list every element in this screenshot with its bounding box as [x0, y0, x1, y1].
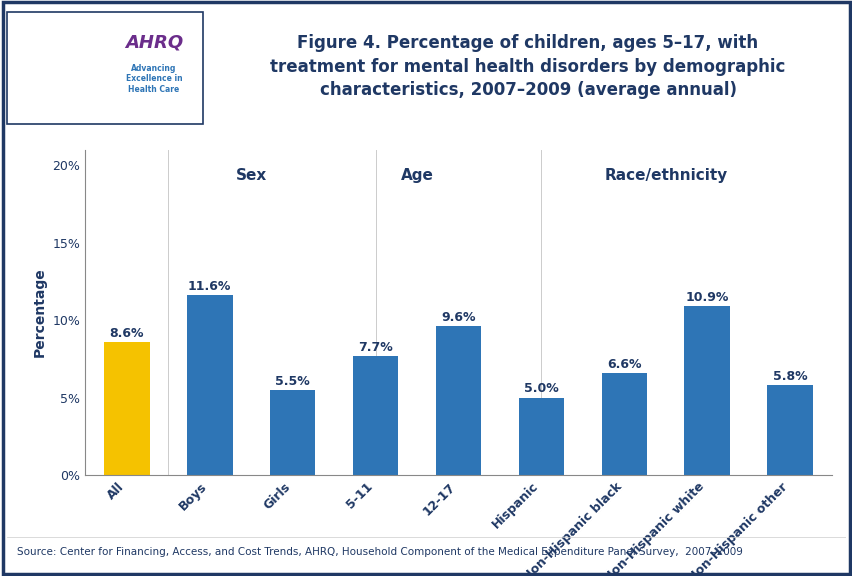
Bar [518, 397, 563, 475]
Text: AHRQ: AHRQ [124, 34, 183, 52]
Bar [104, 342, 149, 475]
Text: 11.6%: 11.6% [187, 280, 231, 293]
Text: 8.6%: 8.6% [109, 327, 144, 340]
Text: 5.0%: 5.0% [523, 382, 558, 395]
Text: Sex: Sex [235, 168, 267, 183]
Text: 5.5%: 5.5% [275, 374, 309, 388]
Text: DEPARTMENT OF HEALTH & HUMAN SERVICES · USA: DEPARTMENT OF HEALTH & HUMAN SERVICES · … [10, 111, 101, 115]
Bar [435, 327, 481, 475]
Y-axis label: Percentage: Percentage [33, 268, 47, 357]
Text: 5.8%: 5.8% [772, 370, 807, 383]
Text: 10.9%: 10.9% [685, 291, 728, 304]
Text: 9.6%: 9.6% [440, 311, 475, 324]
Text: Source: Center for Financing, Access, and Cost Trends, AHRQ, Household Component: Source: Center for Financing, Access, an… [17, 547, 742, 558]
Text: Age: Age [400, 168, 433, 183]
Bar [353, 356, 398, 475]
Text: Advancing
Excellence in
Health Care: Advancing Excellence in Health Care [125, 64, 182, 94]
Text: ✦: ✦ [39, 49, 72, 86]
Text: Figure 4. Percentage of children, ages 5–17, with
treatment for mental health di: Figure 4. Percentage of children, ages 5… [270, 34, 785, 99]
Bar [269, 390, 315, 475]
Bar [683, 306, 729, 475]
Bar [767, 385, 812, 475]
Bar [601, 373, 647, 475]
Text: 7.7%: 7.7% [358, 340, 393, 354]
Text: 6.6%: 6.6% [607, 358, 641, 370]
Text: Race/ethnicity: Race/ethnicity [603, 168, 727, 183]
Bar [187, 295, 233, 475]
